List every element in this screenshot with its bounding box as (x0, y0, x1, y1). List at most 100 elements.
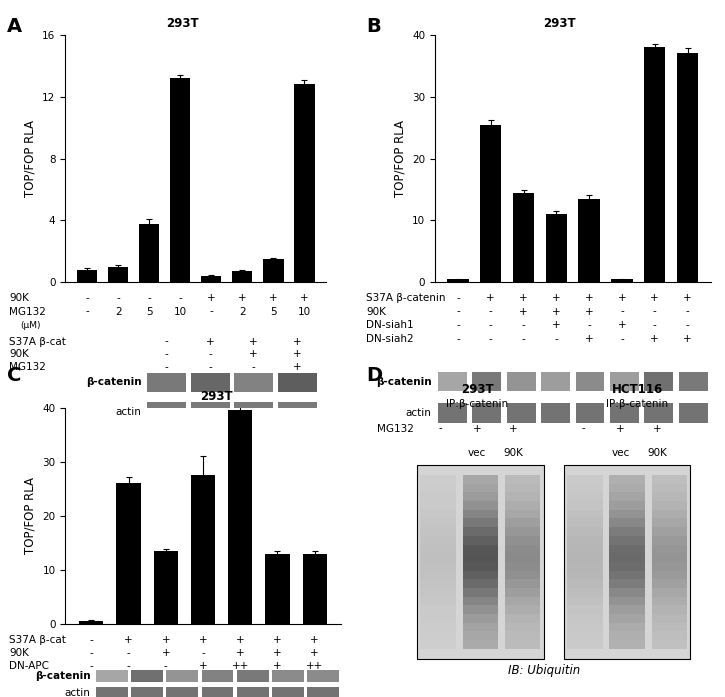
Bar (167, 670, 198, 682)
Text: -: - (89, 648, 94, 658)
Bar (567, 640, 602, 649)
Text: -: - (582, 424, 586, 434)
Text: +: + (519, 307, 528, 316)
Bar (463, 510, 498, 519)
Text: +: + (310, 635, 319, 645)
Bar (610, 544, 645, 553)
Bar (513, 192, 534, 282)
Bar (131, 687, 163, 697)
Text: +: + (273, 661, 282, 671)
Bar (567, 527, 602, 536)
Bar (505, 536, 540, 544)
Bar (610, 562, 645, 571)
Text: vec: vec (468, 448, 486, 458)
Bar (463, 571, 498, 579)
Text: DN-APC: DN-APC (9, 661, 49, 671)
Text: -: - (164, 661, 167, 671)
Text: 10: 10 (174, 307, 187, 316)
Bar (567, 553, 602, 562)
Text: -: - (165, 337, 169, 346)
Bar (472, 403, 501, 422)
Text: MG132: MG132 (377, 424, 414, 434)
Text: β-catenin: β-catenin (376, 376, 431, 387)
Bar (420, 553, 456, 562)
Bar (610, 614, 645, 623)
Y-axis label: TOP/FOP RLA: TOP/FOP RLA (24, 120, 37, 197)
Bar (420, 588, 456, 597)
Bar (652, 519, 687, 527)
Text: 293T: 293T (166, 17, 199, 30)
Text: +: + (519, 293, 528, 303)
Text: +: + (249, 337, 258, 346)
Bar (463, 606, 498, 614)
Bar (420, 614, 456, 623)
Bar (463, 544, 498, 553)
Text: -: - (85, 307, 89, 316)
Text: 90K: 90K (9, 293, 29, 303)
Bar (610, 527, 645, 536)
Text: +: + (162, 648, 170, 658)
Bar (576, 403, 605, 422)
Bar (505, 640, 540, 649)
Text: ++: ++ (306, 661, 323, 671)
Bar (505, 631, 540, 640)
Bar (420, 510, 456, 519)
Bar (201, 276, 221, 282)
Text: -: - (252, 362, 256, 372)
Text: -: - (116, 293, 120, 303)
Bar (191, 402, 230, 421)
Bar (463, 536, 498, 544)
Text: B: B (366, 17, 381, 36)
Bar (170, 78, 190, 282)
Text: actin: actin (65, 688, 91, 697)
Text: +: + (616, 424, 625, 434)
Text: 90K: 90K (366, 307, 386, 316)
Text: actin: actin (115, 406, 141, 417)
Bar (278, 373, 317, 392)
Bar (420, 579, 456, 588)
Bar (546, 214, 567, 282)
Bar (272, 670, 304, 682)
Text: DN-siah1: DN-siah1 (366, 321, 414, 330)
Bar (505, 562, 540, 571)
Text: +: + (552, 321, 560, 330)
Bar (567, 614, 602, 623)
Bar (420, 501, 456, 510)
Text: +: + (273, 648, 282, 658)
Bar (652, 544, 687, 553)
Bar (610, 492, 645, 501)
Bar (420, 492, 456, 501)
Bar (463, 631, 498, 640)
Text: -: - (89, 661, 94, 671)
Text: -: - (653, 321, 657, 330)
Bar (420, 623, 456, 631)
Bar (237, 670, 268, 682)
Bar (307, 670, 339, 682)
Bar (117, 484, 141, 624)
Bar (263, 259, 283, 282)
Bar (652, 553, 687, 562)
Bar (480, 125, 502, 282)
Bar (567, 579, 602, 588)
Text: -: - (208, 349, 212, 359)
Bar (420, 571, 456, 579)
Bar (610, 571, 645, 579)
Text: 90K: 90K (647, 448, 667, 458)
Bar (505, 519, 540, 527)
Text: +: + (585, 307, 594, 316)
Bar (438, 372, 467, 392)
Bar (505, 623, 540, 631)
Text: HCT116: HCT116 (611, 383, 663, 395)
Text: -: - (587, 321, 591, 330)
Bar (463, 519, 498, 527)
Text: -: - (127, 661, 130, 671)
Bar (567, 631, 602, 640)
Text: +: + (207, 293, 215, 303)
Bar (652, 501, 687, 510)
Text: A: A (7, 17, 22, 36)
Text: +: + (269, 293, 278, 303)
Text: +: + (650, 334, 659, 344)
Bar (420, 544, 456, 553)
Bar (679, 403, 708, 422)
Text: -: - (686, 307, 689, 316)
